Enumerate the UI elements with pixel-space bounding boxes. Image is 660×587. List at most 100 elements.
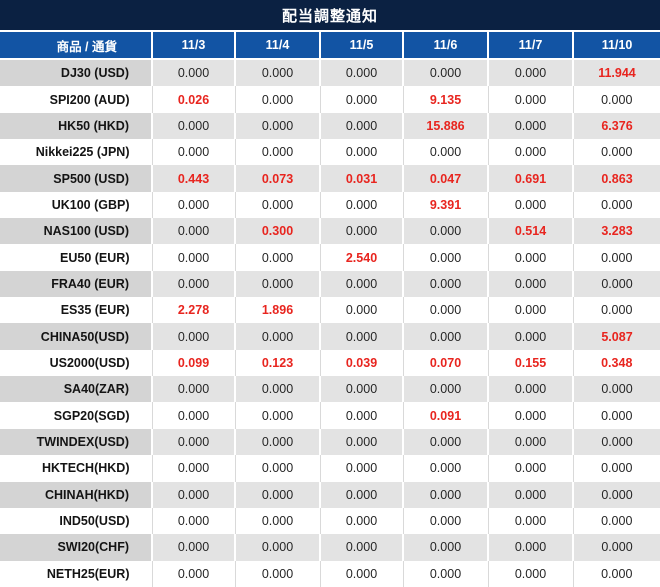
value-cell: 0.000 [152,455,236,482]
value-cell: 0.000 [573,191,660,219]
value-cell: 0.000 [403,534,489,561]
value-cell: 0.000 [320,112,404,140]
value-cell: 0.000 [573,139,660,166]
value-cell: 2.540 [320,244,404,271]
value-cell: 0.348 [573,349,660,377]
instrument-label: CHINAH(HKD) [0,481,153,508]
value-cell: 0.000 [488,270,574,298]
table-row: NAS100 (USD) 0.000 0.300 0.000 0.000 0.514 3.2… [0,218,660,245]
table-row: TWINDEX(USD) 0.000 0.000 0.000 0.000 0.000 0.0… [0,428,660,456]
value-cell: 0.000 [235,139,321,166]
value-cell: 0.000 [403,376,489,403]
value-cell: 0.000 [403,297,489,324]
value-cell: 0.000 [403,507,489,535]
instrument-label: DJ30 (USD) [0,59,153,87]
table-row: Nikkei225 (JPN) 0.000 0.000 0.000 0.000 0.000… [0,139,660,166]
dividend-table: 商品 / 通貨 11/3 11/4 11/5 11/6 11/7 11/10 DJ30 (… [0,32,660,587]
value-cell: 0.000 [235,270,321,298]
value-cell: 0.000 [320,376,404,403]
value-cell: 0.000 [403,139,489,166]
page-title: 配当調整通知 [0,0,660,32]
value-cell: 0.000 [403,481,489,508]
instrument-label: FRA40 (EUR) [0,270,153,298]
value-cell: 0.000 [320,455,404,482]
value-cell: 0.000 [235,323,321,350]
value-cell: 0.000 [573,402,660,429]
value-cell: 0.000 [235,86,321,113]
value-cell: 0.000 [488,481,574,508]
instrument-label: SP500 (USD) [0,165,153,192]
value-cell: 0.000 [488,428,574,456]
value-cell: 0.073 [235,165,321,192]
value-cell: 0.000 [320,139,404,166]
table-row: CHINAH(HKD) 0.000 0.000 0.000 0.000 0.000 0.00… [0,481,660,508]
value-cell: 0.000 [152,218,236,245]
table-row: SP500 (USD) 0.443 0.073 0.031 0.047 0.691 0.86… [0,165,660,192]
value-cell: 0.000 [152,560,236,587]
value-cell: 0.099 [152,349,236,377]
table-row: HK50 (HKD) 0.000 0.000 0.000 15.886 0.000 6.37… [0,112,660,140]
column-header-date: 11/10 [573,32,660,60]
instrument-label: US2000(USD) [0,349,153,377]
value-cell: 0.000 [488,86,574,113]
value-cell: 0.155 [488,349,574,377]
value-cell: 0.000 [235,560,321,587]
value-cell: 0.031 [320,165,404,192]
value-cell: 0.000 [235,112,321,140]
value-cell: 15.886 [403,112,489,140]
value-cell: 0.000 [320,428,404,456]
value-cell: 0.000 [235,455,321,482]
value-cell: 0.000 [488,376,574,403]
table-row: US2000(USD) 0.099 0.123 0.039 0.070 0.155 0.34… [0,349,660,377]
value-cell: 0.000 [403,270,489,298]
value-cell: 5.087 [573,323,660,350]
value-cell: 0.000 [152,507,236,535]
value-cell: 0.000 [488,112,574,140]
value-cell: 0.000 [152,244,236,271]
value-cell: 0.000 [573,455,660,482]
value-cell: 0.000 [320,402,404,429]
value-cell: 0.000 [403,218,489,245]
header-row: 商品 / 通貨 11/3 11/4 11/5 11/6 11/7 11/10 [0,32,660,60]
instrument-label: Nikkei225 (JPN) [0,139,153,166]
value-cell: 0.514 [488,218,574,245]
value-cell: 0.000 [488,59,574,87]
value-cell: 0.000 [235,244,321,271]
instrument-label: HK50 (HKD) [0,112,153,140]
value-cell: 0.039 [320,349,404,377]
table-row: ES35 (EUR) 2.278 1.896 0.000 0.000 0.000 0.000 [0,297,660,324]
table-row: SA40(ZAR) 0.000 0.000 0.000 0.000 0.000 0.000 [0,376,660,403]
value-cell: 0.300 [235,218,321,245]
value-cell: 0.000 [488,139,574,166]
column-header-date: 11/6 [403,32,489,60]
value-cell: 0.000 [235,376,321,403]
table-row: DJ30 (USD) 0.000 0.000 0.000 0.000 0.000 11.94… [0,59,660,87]
value-cell: 0.000 [573,428,660,456]
value-cell: 0.000 [152,402,236,429]
table-row: SGP20(SGD) 0.000 0.000 0.000 0.091 0.000 0.000 [0,402,660,429]
value-cell: 9.391 [403,191,489,219]
value-cell: 0.000 [320,218,404,245]
value-cell: 0.070 [403,349,489,377]
value-cell: 0.000 [488,402,574,429]
value-cell: 0.000 [403,59,489,87]
value-cell: 0.000 [235,59,321,87]
instrument-label: EU50 (EUR) [0,244,153,271]
value-cell: 0.000 [320,297,404,324]
value-cell: 0.000 [320,560,404,587]
value-cell: 6.376 [573,112,660,140]
value-cell: 0.000 [488,534,574,561]
value-cell: 0.000 [403,244,489,271]
instrument-label: NAS100 (USD) [0,218,153,245]
value-cell: 3.283 [573,218,660,245]
value-cell: 0.000 [152,534,236,561]
value-cell: 0.000 [488,244,574,271]
value-cell: 0.000 [235,402,321,429]
instrument-label: SPI200 (AUD) [0,86,153,113]
column-header-date: 11/7 [488,32,574,60]
value-cell: 0.000 [403,323,489,350]
instrument-label: IND50(USD) [0,507,153,535]
table-row: UK100 (GBP) 0.000 0.000 0.000 9.391 0.000 0.00… [0,191,660,219]
value-cell: 0.000 [235,191,321,219]
